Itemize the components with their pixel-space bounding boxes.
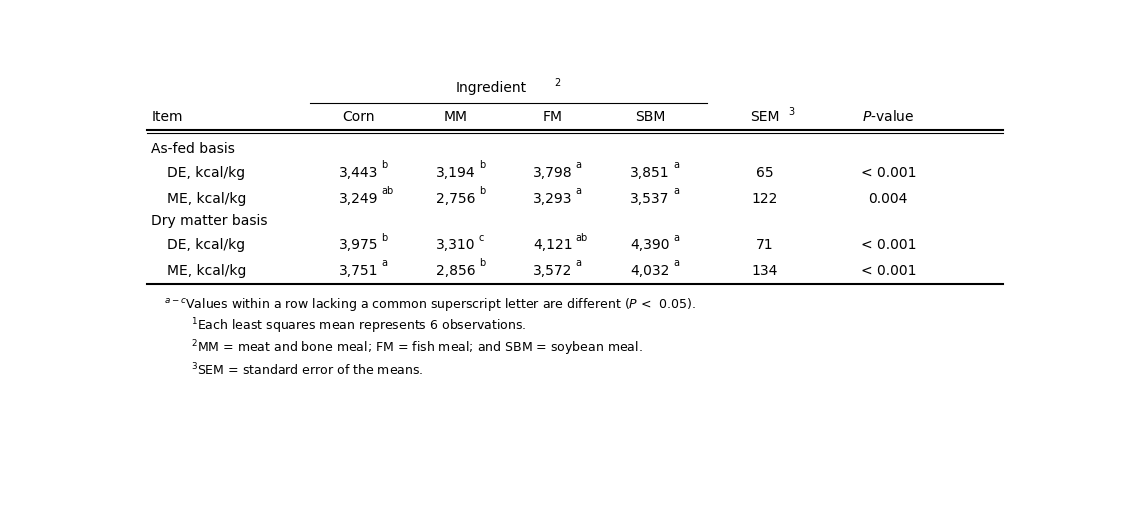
Text: < 0.001: < 0.001 (861, 166, 916, 180)
Text: 2,756: 2,756 (436, 192, 475, 206)
Text: 3,751: 3,751 (339, 264, 378, 278)
Text: $^{a-c}$Values within a row lacking a common superscript letter are different ($: $^{a-c}$Values within a row lacking a co… (164, 296, 697, 313)
Text: SBM: SBM (634, 110, 665, 124)
Text: b: b (478, 186, 485, 196)
Text: $\it{P}$-value: $\it{P}$-value (862, 109, 915, 124)
Text: 4,032: 4,032 (630, 264, 670, 278)
Text: ME, kcal/kg: ME, kcal/kg (167, 264, 246, 278)
Text: As-fed basis: As-fed basis (151, 141, 235, 155)
Text: b: b (382, 233, 388, 243)
Text: 3,293: 3,293 (533, 192, 573, 206)
Text: a: a (673, 233, 679, 243)
Text: $^{2}$MM = meat and bone meal; FM = fish meal; and SBM = soybean meal.: $^{2}$MM = meat and bone meal; FM = fish… (191, 338, 642, 358)
Text: 3: 3 (788, 107, 794, 117)
Text: 2,856: 2,856 (436, 264, 476, 278)
Text: 3,249: 3,249 (339, 192, 378, 206)
Text: < 0.001: < 0.001 (861, 264, 916, 278)
Text: SEM: SEM (749, 110, 779, 124)
Text: 3,194: 3,194 (436, 166, 476, 180)
Text: Corn: Corn (343, 110, 375, 124)
Text: DE, kcal/kg: DE, kcal/kg (167, 238, 245, 252)
Text: a: a (673, 259, 679, 268)
Text: 0.004: 0.004 (869, 192, 908, 206)
Text: a: a (576, 259, 582, 268)
Text: b: b (382, 160, 388, 170)
Text: a: a (673, 160, 679, 170)
Text: ME, kcal/kg: ME, kcal/kg (167, 192, 246, 206)
Text: 65: 65 (756, 166, 773, 180)
Text: 3,975: 3,975 (339, 238, 378, 252)
Text: a: a (576, 160, 582, 170)
Text: 4,121: 4,121 (533, 238, 573, 252)
Text: 71: 71 (756, 238, 773, 252)
Text: Dry matter basis: Dry matter basis (151, 214, 268, 228)
Text: a: a (576, 186, 582, 196)
Text: b: b (478, 259, 485, 268)
Text: Item: Item (151, 110, 182, 124)
Text: Ingredient: Ingredient (456, 80, 526, 95)
Text: 3,798: 3,798 (533, 166, 573, 180)
Text: 3,572: 3,572 (533, 264, 573, 278)
Text: 2: 2 (555, 77, 560, 88)
Text: ab: ab (382, 186, 394, 196)
Text: 3,443: 3,443 (339, 166, 378, 180)
Text: 4,390: 4,390 (630, 238, 670, 252)
Text: a: a (673, 186, 679, 196)
Text: ab: ab (576, 233, 588, 243)
Text: b: b (478, 160, 485, 170)
Text: a: a (382, 259, 387, 268)
Text: 134: 134 (752, 264, 778, 278)
Text: $^{3}$SEM = standard error of the means.: $^{3}$SEM = standard error of the means. (191, 362, 424, 378)
Text: FM: FM (543, 110, 563, 124)
Text: < 0.001: < 0.001 (861, 238, 916, 252)
Text: c: c (478, 233, 484, 243)
Text: 122: 122 (752, 192, 778, 206)
Text: MM: MM (444, 110, 468, 124)
Text: DE, kcal/kg: DE, kcal/kg (167, 166, 245, 180)
Text: $^{1}$Each least squares mean represents 6 observations.: $^{1}$Each least squares mean represents… (191, 316, 526, 336)
Text: 3,851: 3,851 (630, 166, 670, 180)
Text: 3,310: 3,310 (436, 238, 475, 252)
Text: 3,537: 3,537 (630, 192, 670, 206)
